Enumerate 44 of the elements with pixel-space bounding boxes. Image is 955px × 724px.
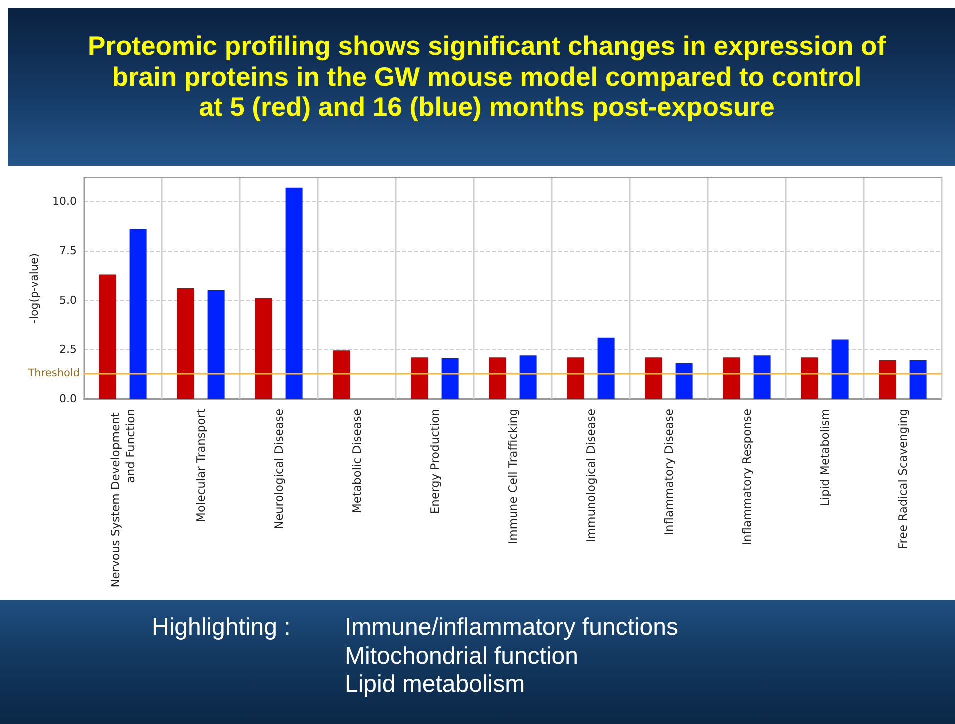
x-tick-label: Metabolic Disease — [350, 409, 364, 514]
x-tick-label: Molecular Transport — [194, 408, 208, 522]
x-tick-label: Lipid Metabolism — [818, 409, 832, 507]
bar — [99, 274, 116, 399]
text: Immune/inflammatory functions — [345, 614, 678, 642]
bar — [130, 229, 147, 399]
bar — [645, 358, 662, 399]
bar — [879, 360, 896, 399]
bar — [177, 288, 194, 399]
y-axis-title: -log(p-value) — [28, 253, 41, 324]
bar — [286, 188, 303, 399]
text: Mitochondrial function — [345, 642, 578, 671]
x-tick-label: Energy Production — [428, 409, 442, 514]
bar — [754, 356, 771, 399]
x-tick-label: Immunological Disease — [584, 409, 598, 543]
bar — [598, 338, 615, 399]
bar — [801, 358, 818, 399]
text: Lipid metabolism — [345, 671, 526, 700]
bar — [208, 290, 225, 399]
x-tick-label: Inflammatory Disease — [662, 409, 676, 536]
x-tick-label: Nervous System Development and Function — [108, 409, 138, 588]
x-tick-label: Neurological Disease — [272, 409, 286, 530]
bar — [567, 358, 584, 399]
x-tick-label: Inflammatory Response — [740, 409, 754, 546]
bar — [411, 358, 428, 399]
text: Highlighting : — [152, 614, 291, 642]
x-tick-label: Free Radical Scavenging — [896, 409, 910, 550]
bar — [442, 358, 459, 399]
bar — [910, 360, 927, 399]
y-tick-label: 2.5 — [60, 343, 77, 356]
y-tick-label: 5.0 — [60, 294, 77, 307]
y-tick-label: 10.0 — [52, 195, 77, 208]
bar — [255, 298, 272, 399]
bar — [489, 358, 506, 399]
bar — [676, 363, 693, 399]
x-tick-label: Immune Cell Trafficking — [506, 409, 520, 544]
bar — [520, 356, 537, 399]
bar — [333, 350, 350, 399]
chart-title: Proteomic profiling shows significant changes in expression of brain proteins in the GW mouse model compared to control at 5 (red) and 16 (blue) months post-exposure — [86, 31, 888, 122]
y-tick-label: 0.0 — [60, 392, 77, 406]
bar — [832, 340, 849, 399]
y-tick-label: 7.5 — [60, 244, 77, 258]
bar — [723, 358, 740, 399]
ref-line-label: Threshold — [27, 367, 80, 380]
